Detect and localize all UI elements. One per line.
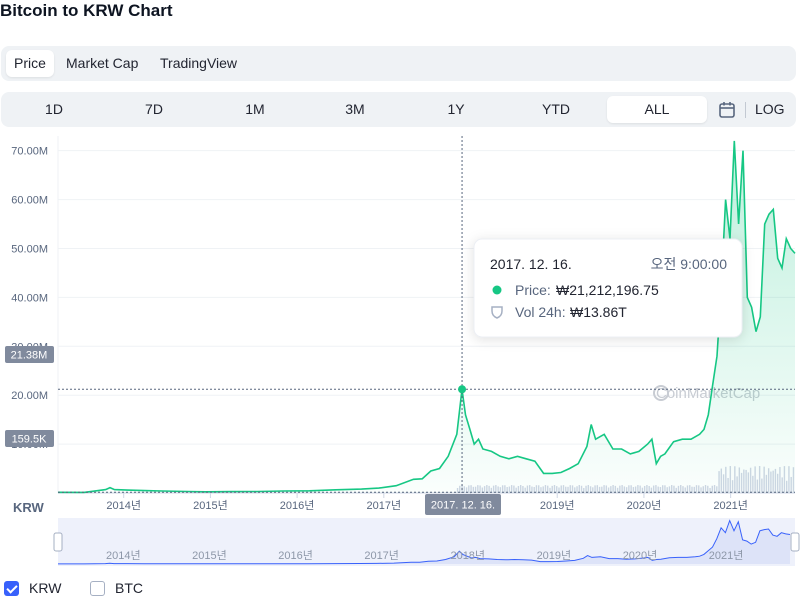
tooltip-time: 오전 9:00:00 — [651, 256, 728, 272]
range-all[interactable]: ALL — [607, 96, 707, 123]
range-1m[interactable]: 1M — [245, 101, 265, 117]
x-tick-label: 2019년 — [540, 499, 575, 512]
legend-item-btc[interactable]: BTC — [90, 578, 143, 598]
x-tick-label: 2015년 — [193, 499, 228, 512]
navigator-tick-label: 2018년 — [450, 549, 485, 562]
volume-shield-icon — [491, 306, 503, 319]
y-tick-label: 20.00M — [11, 390, 48, 402]
range-ytd[interactable]: YTD — [542, 101, 570, 117]
log-scale-toggle[interactable]: LOG — [755, 101, 785, 117]
tooltip-price-label: Price: — [515, 282, 551, 298]
coinmarketcap-logo-icon — [653, 385, 669, 401]
tooltip-date: 2017. 12. 16. — [490, 256, 572, 272]
current-price-label: 21.38M — [11, 350, 48, 362]
tooltip-vol-value: ₩13.86T — [570, 304, 627, 320]
tab-market-cap[interactable]: Market Cap — [66, 55, 139, 71]
navigator-tick-label: 2020년 — [623, 549, 658, 562]
time-range-selector: 1D 7D 1M 3M 1Y YTD ALL LOG — [1, 92, 796, 127]
tooltip-vol-label: Vol 24h: — [515, 304, 566, 320]
y-tick-label: 40.00M — [11, 292, 48, 304]
currency-label: KRW — [13, 500, 45, 515]
price-line — [57, 140, 796, 494]
navigator-x-axis: 2014년 2015년 2016년 2017년 2018년 2019년 2020년 2021년 — [106, 549, 743, 562]
range-1d[interactable]: 1D — [45, 101, 63, 117]
navigator-tick-label: 2017년 — [364, 549, 399, 562]
hover-date-badge: 2017. 12. 16. — [425, 494, 501, 515]
navigator-tick-label: 2014년 — [106, 549, 141, 562]
y-tick-label: 60.00M — [11, 195, 48, 207]
range-3m[interactable]: 3M — [345, 101, 365, 117]
legend-btc-label: BTC — [115, 580, 143, 596]
tab-price[interactable]: Price — [6, 50, 54, 77]
navigator-area — [58, 520, 790, 564]
price-dot-icon — [492, 285, 502, 295]
x-tick-label: 2021년 — [713, 499, 748, 512]
page-title: Bitcoin to KRW Chart — [0, 1, 173, 20]
navigator-tick-label: 2016년 — [278, 549, 313, 562]
range-7d[interactable]: 7D — [145, 101, 163, 117]
divider — [745, 102, 746, 118]
hover-point — [458, 385, 467, 394]
calendar-icon[interactable] — [717, 101, 737, 119]
legend-item-krw[interactable]: KRW — [4, 578, 61, 598]
x-tick-label: 2020년 — [627, 499, 662, 512]
navigator-tick-label: 2021년 — [709, 549, 744, 562]
start-price-badge: 159.5K — [5, 430, 54, 447]
x-tick-label: 2016년 — [280, 499, 315, 512]
checkbox-unchecked-icon[interactable] — [90, 581, 105, 596]
y-axis: 10.00M20.00M30.00M40.00M50.00M60.00M70.0… — [11, 146, 48, 451]
navigator-tick-label: 2019년 — [537, 549, 572, 562]
tab-tradingview[interactable]: TradingView — [160, 55, 238, 71]
current-price-badge: 21.38M — [5, 346, 54, 363]
start-price-label: 159.5K — [12, 434, 48, 446]
legend-krw-label: KRW — [29, 580, 62, 596]
navigator-right-handle[interactable] — [790, 532, 800, 552]
hover-date-label: 2017. 12. 16. — [431, 500, 495, 512]
navigator[interactable]: 2014년 2015년 2016년 2017년 2018년 2019년 2020년 2021년 — [53, 518, 800, 566]
price-area — [58, 140, 795, 493]
chart-type-tabs: Price Market Cap TradingView — [1, 46, 796, 81]
range-1y[interactable]: 1Y — [447, 101, 465, 117]
price-chart[interactable]: CoinMarketCap 10.00M20.00M30.00M40.00M50… — [0, 128, 800, 573]
y-tick-label: 70.00M — [11, 146, 48, 158]
x-tick-label: 2017년 — [367, 499, 402, 512]
y-tick-label: 50.00M — [11, 243, 48, 255]
navigator-left-handle[interactable] — [53, 532, 63, 552]
x-tick-label: 2014년 — [106, 499, 141, 512]
navigator-tick-label: 2015년 — [192, 549, 227, 562]
tooltip-price-value: ₩21,212,196.75 — [556, 282, 659, 298]
navigator-line — [58, 519, 791, 565]
checkbox-checked-icon[interactable] — [4, 581, 19, 596]
tooltip: 2017. 12. 16. 오전 9:00:00 Price: ₩21,212,… — [473, 238, 743, 338]
